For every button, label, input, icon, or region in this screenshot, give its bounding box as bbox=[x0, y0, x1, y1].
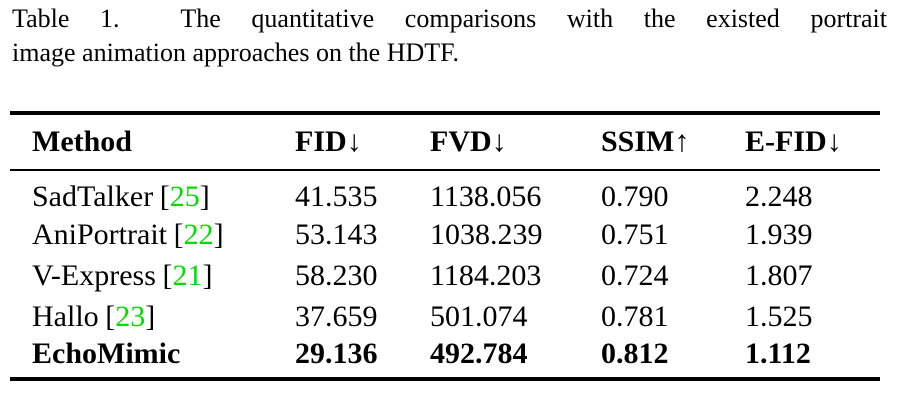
table-header: Method FID↓ FVD↓ SSIM↑ E-FID↓ bbox=[10, 113, 880, 171]
method-cell: V-Express [21] bbox=[10, 255, 295, 296]
citation-bracket-open: [ bbox=[159, 180, 170, 213]
column-header-ssim: SSIM↑ bbox=[601, 113, 745, 171]
fvd-value: 1138.056 bbox=[430, 180, 542, 213]
column-header-efid: E-FID↓ bbox=[745, 113, 880, 171]
method-cell: Hallo [23] bbox=[10, 296, 295, 337]
column-header-fvd: FVD↓ bbox=[430, 113, 601, 171]
fvd-value: 492.784 bbox=[430, 337, 528, 370]
method-cell: AniPortrait [22] bbox=[10, 214, 295, 255]
fvd-value: 501.074 bbox=[430, 299, 528, 333]
citation: [21] bbox=[162, 259, 212, 292]
ssim-value: 0.812 bbox=[601, 337, 669, 370]
table-row-sadtalker: SadTalker [25] 41.535 1138.056 0.790 2.24… bbox=[10, 170, 880, 214]
header-row: Method FID↓ FVD↓ SSIM↑ E-FID↓ bbox=[10, 113, 880, 171]
fvd-value: 1038.239 bbox=[430, 217, 543, 251]
ssim-value: 0.790 bbox=[601, 180, 669, 213]
method-name: AniPortrait bbox=[32, 217, 167, 251]
citation-link[interactable]: 25 bbox=[169, 180, 200, 213]
efid-value: 1.807 bbox=[745, 258, 813, 292]
method-cell: SadTalker [25] bbox=[10, 170, 295, 214]
table-row-echomimic: EchoMimic 29.136 492.784 0.812 1.112 bbox=[10, 337, 880, 379]
citation: [23] bbox=[105, 300, 155, 333]
citation-bracket-close: ] bbox=[145, 299, 156, 333]
fid-value: 37.659 bbox=[295, 299, 378, 333]
method-name: V-Express bbox=[32, 258, 156, 292]
citation-link[interactable]: 21 bbox=[172, 258, 203, 292]
method-cell: EchoMimic bbox=[10, 337, 295, 379]
fid-value: 41.535 bbox=[295, 180, 378, 213]
citation-bracket-close: ] bbox=[199, 180, 210, 213]
method-name: Hallo bbox=[32, 299, 99, 333]
column-header-method: Method bbox=[10, 113, 295, 171]
table-body: SadTalker [25] 41.535 1138.056 0.790 2.24… bbox=[10, 170, 880, 379]
citation-link[interactable]: 23 bbox=[115, 299, 146, 333]
table-row-hallo: Hallo [23] 37.659 501.074 0.781 1.525 bbox=[10, 296, 880, 337]
method-name: SadTalker bbox=[32, 180, 154, 213]
efid-value: 2.248 bbox=[745, 180, 813, 213]
efid-value: 1.112 bbox=[745, 337, 811, 370]
citation-link[interactable]: 22 bbox=[183, 217, 214, 251]
citation-bracket-close: ] bbox=[213, 217, 224, 251]
column-header-fid: FID↓ bbox=[295, 113, 430, 171]
fid-value: 58.230 bbox=[295, 258, 378, 292]
citation: [25] bbox=[160, 180, 210, 213]
fid-value: 53.143 bbox=[295, 217, 378, 251]
ssim-value: 0.724 bbox=[601, 258, 669, 292]
caption-line-2: image animation approaches on the HDTF. bbox=[12, 38, 460, 67]
efid-value: 1.525 bbox=[745, 299, 813, 333]
citation-bracket-open: [ bbox=[162, 258, 173, 292]
citation-bracket-open: [ bbox=[173, 217, 184, 251]
fvd-value: 1184.203 bbox=[430, 258, 542, 292]
fid-value: 29.136 bbox=[295, 337, 378, 370]
citation-bracket-open: [ bbox=[105, 299, 116, 333]
ssim-value: 0.751 bbox=[601, 217, 669, 251]
results-table: Method FID↓ FVD↓ SSIM↑ E-FID↓ SadTalker[… bbox=[10, 111, 880, 381]
table-row-vexpress: V-Express [21] 58.230 1184.203 0.724 1.80… bbox=[10, 255, 880, 296]
efid-value: 1.939 bbox=[745, 217, 813, 251]
citation: [22] bbox=[174, 218, 224, 251]
table-caption: Table 1. The quantitative comparisons wi… bbox=[12, 2, 887, 70]
citation-bracket-close: ] bbox=[202, 258, 213, 292]
caption-line-1: Table 1. The quantitative comparisons wi… bbox=[12, 4, 887, 33]
ssim-value: 0.781 bbox=[601, 299, 669, 333]
table-row-aniportrait: AniPortrait [22] 53.143 1038.239 0.751 1.… bbox=[10, 214, 880, 255]
method-name: EchoMimic bbox=[32, 337, 181, 370]
